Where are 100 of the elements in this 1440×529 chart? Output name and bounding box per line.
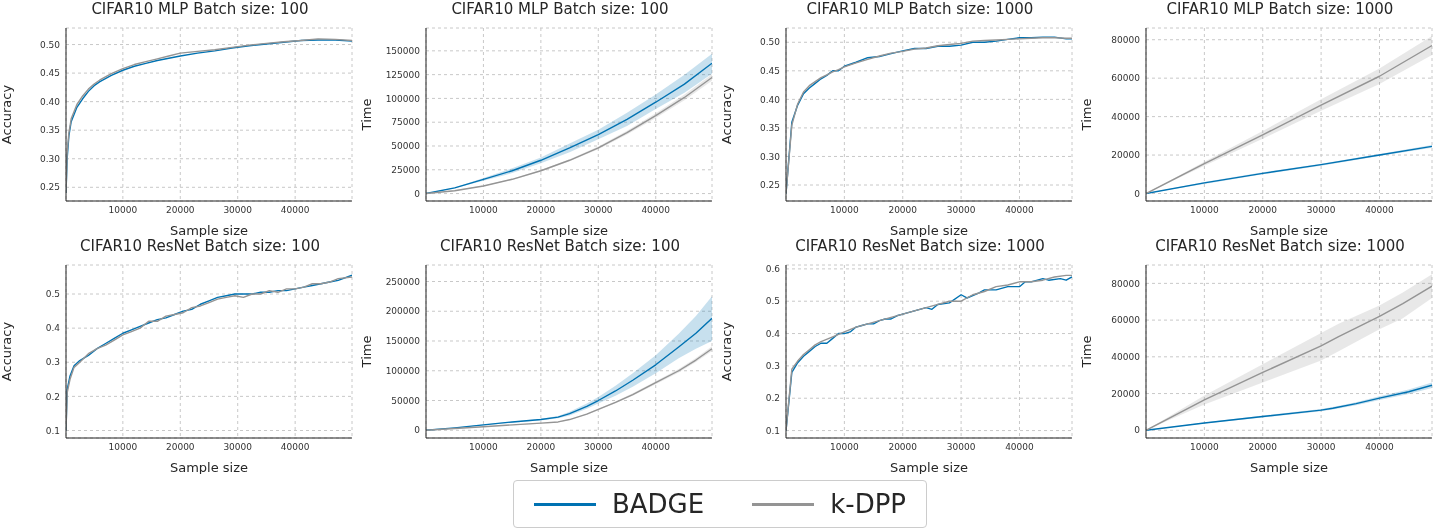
y-tick-label: 75000	[391, 117, 421, 128]
x-tick-label: 30000	[223, 205, 253, 216]
y-axis-title: Time	[1078, 335, 1094, 369]
x-tick-label: 10000	[1190, 205, 1219, 216]
x-axis-title: Sample size	[889, 223, 969, 238]
y-tick-label: 250000	[385, 276, 421, 287]
y-tick-label: 60000	[1111, 73, 1141, 84]
y-tick-label: 100000	[385, 93, 421, 104]
x-axis-title: Sample size	[169, 223, 249, 238]
y-tick-label: 150000	[385, 46, 421, 57]
y-tick-label: 0.4	[45, 323, 61, 334]
x-axis-title: Sample size	[529, 460, 609, 475]
y-axis-title: Accuracy	[718, 321, 734, 382]
x-tick-label: 20000	[526, 205, 556, 216]
y-axis-title: Accuracy	[0, 321, 14, 382]
y-tick-label: 0.40	[39, 96, 61, 107]
y-tick-label: 0.5	[45, 289, 60, 300]
y-tick-label: 0	[414, 425, 421, 436]
x-tick-label: 30000	[1306, 205, 1336, 216]
x-tick-label: 30000	[1306, 442, 1336, 453]
y-tick-label: 0.45	[39, 68, 60, 79]
x-tick-label: 20000	[888, 205, 918, 216]
y-axis-title: Time	[358, 335, 374, 369]
x-tick-label: 30000	[946, 205, 976, 216]
y-tick-label: 0.50	[39, 39, 61, 50]
y-axis-title: Time	[1078, 98, 1094, 132]
legend-label: k-DPP	[830, 489, 907, 519]
y-tick-label: 50000	[391, 395, 421, 406]
y-tick-label: 125000	[385, 69, 421, 80]
x-tick-label: 40000	[1005, 205, 1035, 216]
x-axis-title: Sample size	[1249, 460, 1329, 475]
x-tick-label: 30000	[583, 205, 613, 216]
x-tick-label: 40000	[1365, 442, 1395, 453]
y-tick-label: 0.2	[765, 393, 780, 404]
y-tick-label: 25000	[391, 164, 421, 175]
x-tick-label: 30000	[223, 442, 253, 453]
x-axis-title: Sample size	[1249, 223, 1329, 238]
x-tick-label: 20000	[165, 205, 195, 216]
chart-title: CIFAR10 ResNet Batch size: 100	[79, 237, 321, 257]
x-tick-label: 40000	[280, 442, 310, 453]
y-tick-label: 0.3	[765, 361, 780, 372]
x-tick-label: 40000	[280, 205, 310, 216]
x-tick-label: 20000	[1248, 205, 1278, 216]
x-tick-label: 20000	[1248, 442, 1278, 453]
y-tick-label: 0.35	[39, 125, 60, 136]
legend-label: BADGE	[611, 489, 705, 519]
chart-title: CIFAR10 ResNet Batch size: 1000	[1154, 237, 1406, 257]
y-tick-label: 100000	[385, 365, 421, 376]
chart-title: CIFAR10 ResNet Batch size: 100	[439, 237, 681, 257]
y-tick-label: 0.5	[765, 296, 780, 307]
y-axis-title: Accuracy	[0, 84, 14, 145]
x-axis-title: Sample size	[529, 223, 609, 238]
x-tick-label: 30000	[946, 442, 976, 453]
y-tick-label: 0.35	[759, 123, 780, 134]
chart-title: CIFAR10 MLP Batch size: 1000	[805, 0, 1035, 20]
x-tick-label: 10000	[469, 442, 499, 453]
y-tick-label: 0.4	[765, 328, 781, 339]
chart-title: CIFAR10 MLP Batch size: 100	[90, 0, 310, 20]
x-tick-label: 30000	[583, 442, 613, 453]
y-tick-label: 0	[1134, 188, 1141, 199]
x-axis-title: Sample size	[169, 460, 249, 475]
y-tick-label: 0.1	[45, 425, 60, 436]
y-tick-label: 0.6	[765, 264, 781, 275]
y-tick-label: 80000	[1111, 34, 1141, 45]
x-tick-label: 10000	[108, 205, 138, 216]
x-tick-label: 40000	[1365, 205, 1395, 216]
x-tick-label: 20000	[888, 442, 918, 453]
y-tick-label: 0.30	[759, 151, 781, 162]
y-tick-label: 0.40	[759, 94, 781, 105]
x-tick-label: 10000	[469, 205, 499, 216]
y-tick-label: 20000	[1111, 150, 1141, 161]
x-tick-label: 20000	[526, 442, 556, 453]
x-tick-label: 10000	[830, 205, 859, 216]
y-tick-label: 20000	[1111, 388, 1141, 399]
y-axis-title: Time	[358, 98, 374, 132]
chart-title: CIFAR10 MLP Batch size: 1000	[1165, 0, 1395, 20]
y-tick-label: 0.45	[759, 66, 780, 77]
y-tick-label: 80000	[1111, 278, 1141, 289]
y-tick-label: 0.3	[45, 357, 60, 368]
x-tick-label: 10000	[108, 442, 138, 453]
x-tick-label: 10000	[830, 442, 859, 453]
y-tick-label: 50000	[391, 141, 421, 152]
y-tick-label: 0.25	[39, 182, 60, 193]
x-tick-label: 40000	[641, 442, 671, 453]
x-tick-label: 10000	[1190, 442, 1219, 453]
x-tick-label: 40000	[1005, 442, 1035, 453]
y-tick-label: 150000	[385, 336, 421, 347]
x-axis-title: Sample size	[889, 460, 969, 475]
y-tick-label: 0	[414, 188, 421, 199]
x-tick-label: 20000	[165, 442, 195, 453]
y-tick-label: 0.30	[39, 153, 61, 164]
y-tick-label: 0.25	[759, 180, 780, 191]
x-tick-label: 40000	[641, 205, 671, 216]
y-tick-label: 0.50	[759, 37, 781, 48]
y-tick-label: 60000	[1111, 315, 1141, 326]
y-tick-label: 40000	[1111, 111, 1141, 122]
y-axis-title: Accuracy	[718, 84, 734, 145]
chart-title: CIFAR10 MLP Batch size: 100	[450, 0, 670, 20]
y-tick-label: 40000	[1111, 352, 1141, 363]
y-tick-label: 0	[1134, 425, 1141, 436]
